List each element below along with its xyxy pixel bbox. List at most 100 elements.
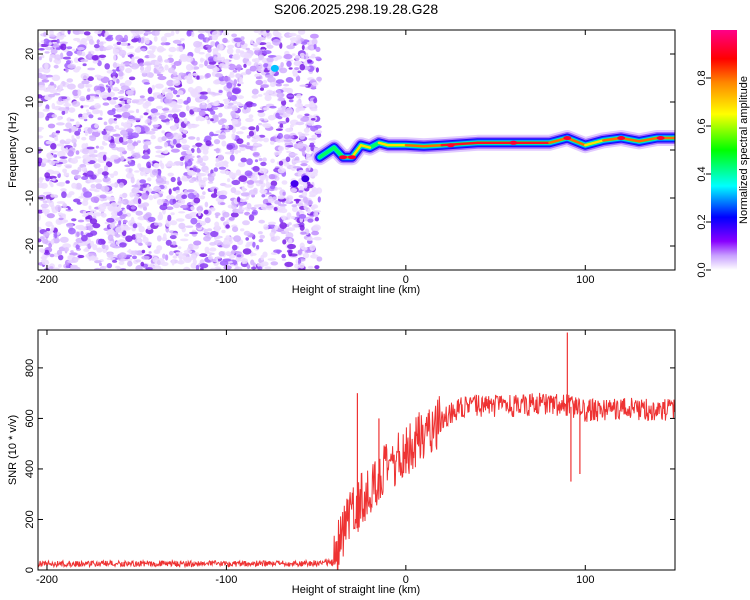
noise-blob bbox=[113, 118, 118, 121]
noise-blob bbox=[165, 239, 172, 246]
noise-blob bbox=[201, 102, 206, 106]
noise-blob bbox=[299, 224, 305, 231]
noise-blob bbox=[273, 249, 282, 253]
noise-blob bbox=[285, 145, 294, 148]
noise-blob bbox=[287, 94, 294, 98]
noise-blob bbox=[109, 222, 116, 229]
noise-blob bbox=[250, 207, 257, 210]
noise-blob bbox=[165, 92, 174, 100]
noise-blob bbox=[285, 59, 293, 62]
noise-blob bbox=[210, 258, 217, 263]
noise-blob bbox=[239, 51, 249, 58]
noise-blob bbox=[227, 105, 234, 109]
noise-blob bbox=[93, 212, 102, 217]
noise-blob bbox=[38, 111, 45, 119]
noise-blob bbox=[309, 244, 316, 251]
noise-blob bbox=[118, 198, 122, 202]
noise-blob bbox=[118, 220, 122, 225]
noise-blob bbox=[112, 133, 121, 137]
noise-blob bbox=[243, 230, 251, 236]
noise-blob bbox=[226, 144, 233, 150]
noise-blob bbox=[298, 214, 307, 219]
y-tick-label: -20 bbox=[24, 238, 36, 254]
noise-blob bbox=[116, 41, 122, 45]
noise-blob bbox=[240, 36, 245, 41]
noise-blob bbox=[251, 209, 258, 216]
noise-blob bbox=[204, 246, 210, 253]
noise-blob bbox=[83, 31, 91, 36]
noise-blob bbox=[278, 160, 284, 166]
noise-blob bbox=[48, 175, 57, 180]
noise-blob bbox=[166, 79, 175, 87]
noise-blob bbox=[188, 167, 195, 171]
noise-blob bbox=[150, 190, 156, 194]
noise-blob bbox=[129, 250, 138, 256]
noise-blob bbox=[227, 44, 235, 49]
noise-blob bbox=[137, 163, 142, 169]
noise-blob bbox=[206, 64, 215, 69]
noise-blob bbox=[70, 118, 75, 122]
noise-blob bbox=[306, 153, 310, 157]
noise-blob bbox=[223, 237, 230, 244]
noise-blob bbox=[210, 193, 218, 198]
noise-blob bbox=[67, 83, 76, 90]
noise-blob bbox=[50, 39, 59, 43]
noise-blob bbox=[153, 162, 160, 169]
noise-blob bbox=[160, 42, 166, 46]
noise-blob bbox=[151, 128, 159, 132]
y-tick-label: 0 bbox=[24, 147, 36, 153]
noise-blob bbox=[155, 83, 164, 89]
noise-blob bbox=[71, 100, 81, 107]
noise-blob bbox=[43, 231, 50, 238]
noise-blob bbox=[188, 136, 196, 140]
noise-blob bbox=[50, 183, 54, 188]
noise-blob bbox=[310, 45, 314, 51]
noise-blob bbox=[170, 212, 175, 216]
noise-blob bbox=[306, 146, 310, 153]
noise-blob bbox=[79, 95, 86, 102]
noise-blob bbox=[236, 103, 245, 107]
noise-blob bbox=[58, 264, 62, 268]
noise-blob bbox=[64, 247, 70, 252]
noise-blob bbox=[292, 69, 298, 76]
noise-blob bbox=[147, 130, 156, 135]
noise-blob bbox=[218, 90, 223, 93]
noise-blob bbox=[296, 114, 303, 119]
noise-blob bbox=[51, 74, 61, 82]
noise-blob bbox=[243, 104, 247, 110]
noise-blob bbox=[300, 231, 307, 235]
noise-blob bbox=[242, 258, 248, 264]
noise-blob bbox=[164, 149, 169, 154]
noise-blob bbox=[316, 187, 323, 194]
noise-blob bbox=[39, 43, 49, 48]
noise-blob bbox=[156, 235, 162, 242]
noise-blob bbox=[258, 167, 268, 174]
noise-blob bbox=[45, 74, 54, 78]
noise-blob bbox=[55, 130, 61, 134]
noise-blob bbox=[131, 60, 135, 64]
colorbar-tick-label: 0.0 bbox=[696, 262, 708, 277]
noise-blob bbox=[91, 55, 99, 61]
noise-blob bbox=[193, 166, 197, 172]
noise-blob bbox=[256, 244, 260, 250]
noise-blob bbox=[81, 51, 86, 57]
noise-blob bbox=[165, 254, 169, 261]
noise-blob bbox=[181, 144, 191, 149]
noise-blob bbox=[229, 154, 235, 162]
noise-blob bbox=[312, 210, 322, 213]
noise-blob bbox=[199, 57, 204, 63]
noise-blob bbox=[254, 180, 261, 183]
noise-blob bbox=[110, 183, 117, 187]
noise-blob bbox=[113, 43, 118, 47]
noise-blob bbox=[273, 207, 278, 211]
noise-blob bbox=[195, 142, 203, 147]
noise-blob bbox=[51, 224, 55, 231]
noise-blob bbox=[252, 241, 256, 248]
noise-blob bbox=[286, 150, 292, 154]
noise-blob bbox=[270, 180, 278, 187]
noise-blob bbox=[137, 204, 146, 208]
noise-blob bbox=[57, 88, 62, 93]
noise-blob bbox=[311, 205, 316, 211]
noise-blob bbox=[45, 228, 51, 232]
noise-blob bbox=[252, 47, 261, 51]
